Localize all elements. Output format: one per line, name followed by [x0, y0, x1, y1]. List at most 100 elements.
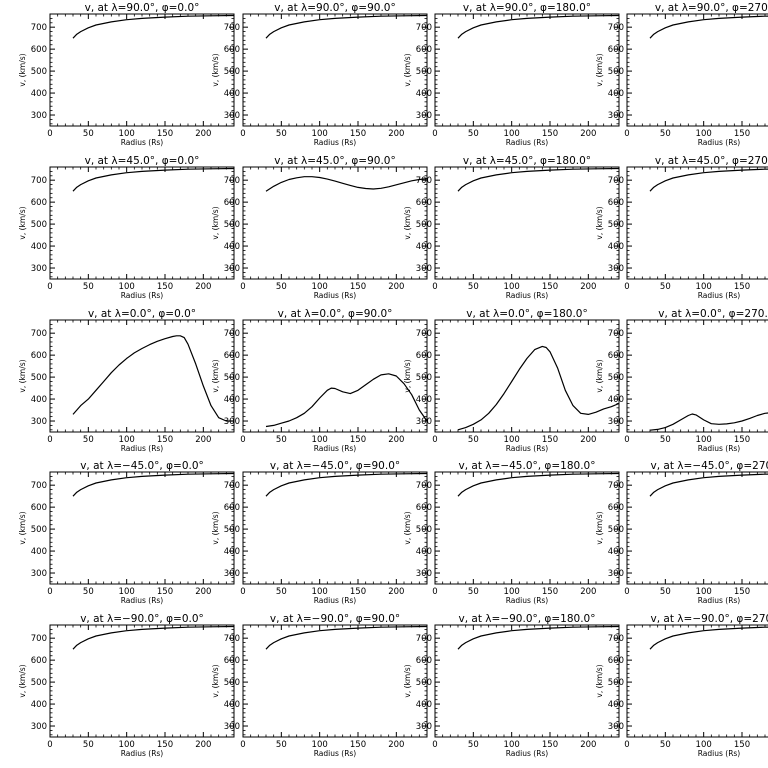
y-tick-label: 400 [416, 547, 432, 557]
y-tick-label: 700 [416, 329, 432, 339]
x-axis-label: Radius (Rs) [314, 749, 357, 758]
y-tick-label: 600 [31, 351, 47, 361]
x-tick-label: 50 [660, 435, 671, 445]
x-axis-label: Radius (Rs) [698, 596, 741, 605]
x-tick-label: 100 [696, 740, 712, 750]
panel-9: v, at λ=0.0°, φ=0.0° 0 50 100 150 200 300 400 50… [18, 308, 235, 453]
panel-title: v, at λ=0.0°, φ=180.0° [466, 308, 587, 320]
plot-frame [242, 471, 428, 585]
x-tick-label: 150 [157, 282, 173, 292]
x-tick-label: 0 [240, 282, 245, 292]
x-tick-label: 150 [542, 435, 558, 445]
x-tick-label: 150 [157, 129, 173, 139]
x-tick-label: 50 [468, 282, 479, 292]
x-tick-label: 150 [157, 740, 173, 750]
y-tick-label: 500 [416, 373, 432, 383]
x-tick-label: 50 [468, 740, 479, 750]
y-tick-label: 300 [31, 569, 47, 579]
x-tick-label: 50 [276, 129, 287, 139]
y-axis-label: v, (km/s) [211, 664, 220, 697]
y-tick-label: 300 [608, 264, 624, 274]
x-tick-label: 100 [312, 129, 328, 139]
y-tick-label: 600 [608, 503, 624, 513]
y-tick-label: 700 [608, 23, 624, 33]
x-tick-label: 200 [580, 587, 596, 597]
panel-14: v, at λ=−45.0°, φ=90.0° 0 50 100 150 200 300 40… [211, 460, 428, 605]
y-tick-label: 400 [608, 242, 624, 252]
panel-title: v, at λ=0.0°, φ=90.0° [278, 308, 393, 320]
x-tick-label: 0 [240, 740, 245, 750]
panel-title: v, at λ=−45.0°, φ=180.0° [459, 460, 596, 472]
plot-frame [626, 624, 768, 738]
panel-title: v, at λ=−90.0°, φ=0.0° [80, 613, 204, 625]
panel-title: v, at λ=45.0°, φ=0.0° [85, 155, 200, 167]
x-axis-label: Radius (Rs) [121, 291, 164, 300]
series-line-1 [457, 167, 620, 192]
x-tick-label: 150 [157, 587, 173, 597]
y-tick-label: 400 [224, 395, 240, 405]
y-tick-label: 400 [224, 700, 240, 710]
y-tick-label: 300 [224, 722, 240, 732]
x-axis-label: Radius (Rs) [506, 291, 549, 300]
y-tick-label: 600 [31, 45, 47, 55]
y-tick-label: 500 [224, 525, 240, 535]
panel-19: v, at λ=−90.0°, φ=180.0° 0 50 100 150 200 300 4… [403, 613, 620, 758]
y-tick-label: 500 [31, 220, 47, 230]
plot-frame [242, 13, 428, 127]
y-tick-label: 400 [608, 395, 624, 405]
series-line-1 [649, 15, 768, 39]
x-tick-label: 150 [350, 282, 366, 292]
y-axis-label: v, (km/s) [211, 206, 220, 239]
panel-2: v, at λ=90.0°, φ=90.0° 0 50 100 150 200 300 400… [211, 2, 428, 147]
y-tick-label: 600 [416, 503, 432, 513]
series-line-1 [649, 473, 768, 497]
x-tick-label: 200 [580, 740, 596, 750]
y-axis-label: v, (km/s) [595, 206, 604, 239]
y-tick-label: 400 [416, 700, 432, 710]
panel-7: v, at λ=45.0°, φ=180.0° 0 50 100 150 200 300 40… [403, 155, 620, 300]
x-tick-label: 0 [624, 587, 629, 597]
x-axis-label: Radius (Rs) [121, 444, 164, 453]
x-tick-label: 0 [624, 282, 629, 292]
plot-frame [49, 624, 235, 738]
panel-6: v, at λ=45.0°, φ=90.0° 0 50 100 150 200 300 400… [211, 155, 428, 300]
x-tick-label: 150 [734, 435, 750, 445]
y-axis-label: v, (km/s) [403, 206, 412, 239]
panel-1: v, at λ=90.0°, φ=0.0° 0 50 100 150 200 300 400 5… [18, 2, 235, 147]
y-tick-label: 500 [31, 67, 47, 77]
x-tick-label: 0 [240, 587, 245, 597]
y-axis-label: v, (km/s) [18, 511, 27, 544]
y-tick-label: 300 [224, 264, 240, 274]
y-tick-label: 600 [608, 198, 624, 208]
x-axis-label: Radius (Rs) [698, 749, 741, 758]
panel-title: v, at λ=−45.0°, φ=90.0° [270, 460, 400, 472]
plot-frame [49, 319, 235, 433]
x-axis-label: Radius (Rs) [698, 291, 741, 300]
y-axis-label: v, (km/s) [403, 664, 412, 697]
x-tick-label: 50 [83, 282, 94, 292]
y-tick-label: 600 [224, 198, 240, 208]
y-tick-label: 500 [608, 220, 624, 230]
panel-title: v, at λ=−90.0°, φ=180.0° [459, 613, 596, 625]
y-tick-label: 300 [608, 417, 624, 427]
x-axis-label: Radius (Rs) [506, 596, 549, 605]
x-tick-label: 150 [542, 740, 558, 750]
y-tick-label: 300 [608, 722, 624, 732]
x-tick-label: 50 [660, 587, 671, 597]
x-tick-label: 0 [432, 435, 437, 445]
y-tick-label: 400 [31, 395, 47, 405]
x-tick-label: 200 [580, 129, 596, 139]
y-tick-label: 300 [224, 417, 240, 427]
y-tick-label: 700 [31, 481, 47, 491]
y-tick-label: 600 [608, 656, 624, 666]
series-line-1 [457, 472, 620, 497]
panel-title: v, at λ=90.0°, φ=0.0° [85, 2, 200, 14]
x-tick-label: 150 [734, 282, 750, 292]
x-tick-label: 200 [388, 740, 404, 750]
series-line-1 [265, 176, 428, 192]
x-tick-label: 200 [195, 435, 211, 445]
panel-8: v, at λ=45.0°, φ=270.0°05010015020030040… [595, 155, 768, 300]
series-line-1 [457, 625, 620, 650]
series-line-1 [72, 625, 235, 650]
